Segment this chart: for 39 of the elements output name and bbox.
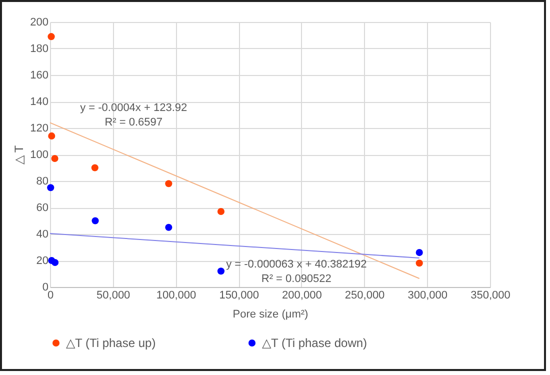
point [51, 154, 58, 162]
point [48, 132, 56, 140]
point [217, 208, 225, 216]
annotation: y = -0.000063 x + 40.382192 [226, 258, 367, 270]
point [51, 258, 59, 266]
point [47, 184, 54, 192]
x-tick-label: 100,000 [156, 290, 196, 302]
point [217, 268, 225, 275]
y-tick-label: 40 [36, 228, 48, 240]
point [48, 33, 55, 40]
point [92, 217, 99, 224]
point [416, 260, 423, 267]
annotation: R² = 0.090522 [261, 273, 332, 286]
y-tick-label: 100 [30, 149, 48, 161]
y-tick-label: 160 [30, 70, 48, 82]
y-tick-label: 60 [36, 202, 48, 214]
annotation: R² = 0.6597 [104, 116, 162, 129]
legend-label: △T (Ti phase down) [262, 336, 368, 350]
y-tick-label: 120 [30, 122, 48, 134]
x-tick-label: 300,000 [408, 290, 448, 302]
y-tick-label: 180 [30, 43, 48, 55]
point [91, 164, 98, 172]
point [416, 249, 423, 256]
y-axis-title: △ T [12, 144, 26, 165]
point [165, 180, 172, 188]
point [165, 224, 172, 231]
y-tick-label: 200 [30, 16, 48, 28]
x-tick-label: 50,000 [96, 290, 130, 302]
x-tick-label: 350,000 [470, 290, 510, 302]
x-tick-label: 250,000 [344, 290, 385, 302]
x-axis-title: Pore size (μm²) [232, 308, 308, 320]
y-tick-label: 80 [36, 176, 48, 188]
y-tick-label: 20 [36, 255, 48, 267]
x-tick-label: 150,000 [219, 290, 259, 302]
y-tick-label: 140 [30, 96, 48, 108]
legend-label: △T (Ti phase up) [66, 336, 156, 350]
y-tick-label: 0 [42, 282, 48, 294]
annotation: y = -0.0004x + 123.92 [80, 102, 188, 114]
x-tick-label: 200,000 [282, 290, 322, 302]
